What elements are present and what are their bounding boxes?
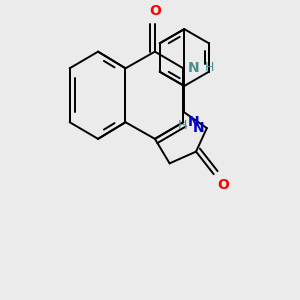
Text: O: O: [218, 178, 230, 192]
Text: H: H: [178, 118, 187, 132]
Text: H: H: [205, 61, 214, 74]
Text: N: N: [188, 115, 200, 129]
Text: N: N: [188, 61, 200, 75]
Text: O: O: [149, 4, 161, 18]
Text: N: N: [192, 121, 204, 135]
